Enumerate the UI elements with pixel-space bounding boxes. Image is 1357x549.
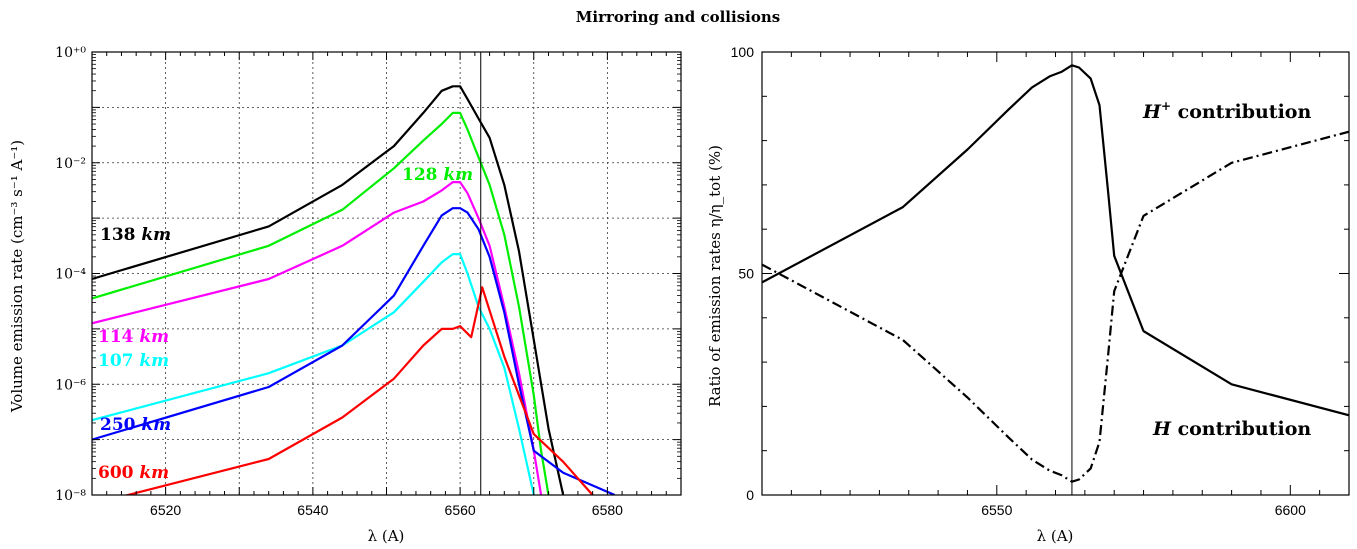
series-label-unit: km (141, 225, 171, 245)
contribution-label-superscript: + (1161, 99, 1171, 113)
series-label-unit: km (139, 351, 169, 371)
contribution-label-h: H contribution (1152, 418, 1311, 440)
series-label-unit: km (141, 415, 171, 435)
left-x-tick-label: 6540 (297, 502, 328, 518)
left-x-tick-label: 6560 (445, 502, 476, 518)
contribution-label-symbol: H (1142, 101, 1162, 123)
contribution-label-text: contribution (1171, 101, 1311, 123)
right-x-tick-label: 6600 (1275, 502, 1306, 518)
series-label-107-km: 107 km (98, 351, 169, 371)
right-axes: 6550 6600 0 50 100 (731, 44, 1350, 518)
series-label-128-km: 128 km (402, 165, 473, 185)
left-y-tick-label: 10⁻⁶ (55, 377, 86, 393)
contribution-label-symbol: H (1152, 418, 1172, 440)
right-y-tick-label: 100 (731, 44, 755, 60)
right-series-lines (762, 52, 1349, 495)
contribution-label-h-plus: H+ contribution (1142, 99, 1311, 123)
figure-title: Mirroring and collisions (576, 8, 780, 26)
right-x-tick-label: 6550 (981, 502, 1012, 518)
series-label-600-km: 600 km (98, 463, 169, 483)
series-label-number: 128 (402, 165, 443, 185)
right-x-axis-label: λ (A) (1037, 527, 1074, 545)
series-line-107-km (92, 253, 535, 495)
right-y-tick-label: 50 (738, 266, 754, 282)
series-label-unit: km (443, 165, 473, 185)
series-label-unit: km (139, 327, 169, 347)
left-series-lines (92, 52, 616, 495)
left-y-tick-label: 10⁻⁸ (55, 488, 86, 504)
left-x-tick-label: 6580 (592, 502, 623, 518)
left-y-tick-label: 10⁻⁴ (55, 267, 86, 283)
series-line-h-contribution (762, 64, 1349, 417)
series-label-number: 250 (100, 415, 141, 435)
series-label-unit: km (139, 463, 169, 483)
series-label-number: 114 (98, 327, 139, 347)
right-y-tick-label: 0 (746, 487, 754, 503)
series-label-114-km: 114 km (98, 327, 169, 347)
left-y-tick-label: 10⁻² (55, 156, 86, 172)
left-grid (92, 52, 681, 495)
series-label-number: 107 (98, 351, 139, 371)
contribution-label-text: contribution (1171, 418, 1311, 440)
series-label-number: 600 (98, 463, 139, 483)
series-label-250-km: 250 km (100, 415, 171, 435)
series-line-114-km (92, 181, 543, 495)
left-x-axis-label: λ (A) (368, 527, 405, 545)
left-y-tick-label: 10⁺⁰ (55, 45, 86, 61)
series-label-number: 138 (100, 225, 141, 245)
right-y-axis-label: Ratio of emission rates η/η_tot (%) (706, 145, 724, 407)
series-line-128-km (92, 111, 550, 495)
left-y-axis-label: Volume emission rate (cm⁻³ s⁻¹ A⁻¹) (8, 140, 26, 413)
series-line-h-contribution (762, 130, 1349, 483)
series-line-600-km (123, 286, 594, 495)
left-axes: 6520 6540 6560 6580 10⁻⁸ 10⁻⁶ 10⁻⁴ 10⁻² 10⁺⁰ (55, 45, 682, 518)
series-label-138-km: 138 km (100, 225, 171, 245)
series-line-138-km (92, 85, 565, 495)
left-x-tick-label: 6520 (150, 502, 181, 518)
